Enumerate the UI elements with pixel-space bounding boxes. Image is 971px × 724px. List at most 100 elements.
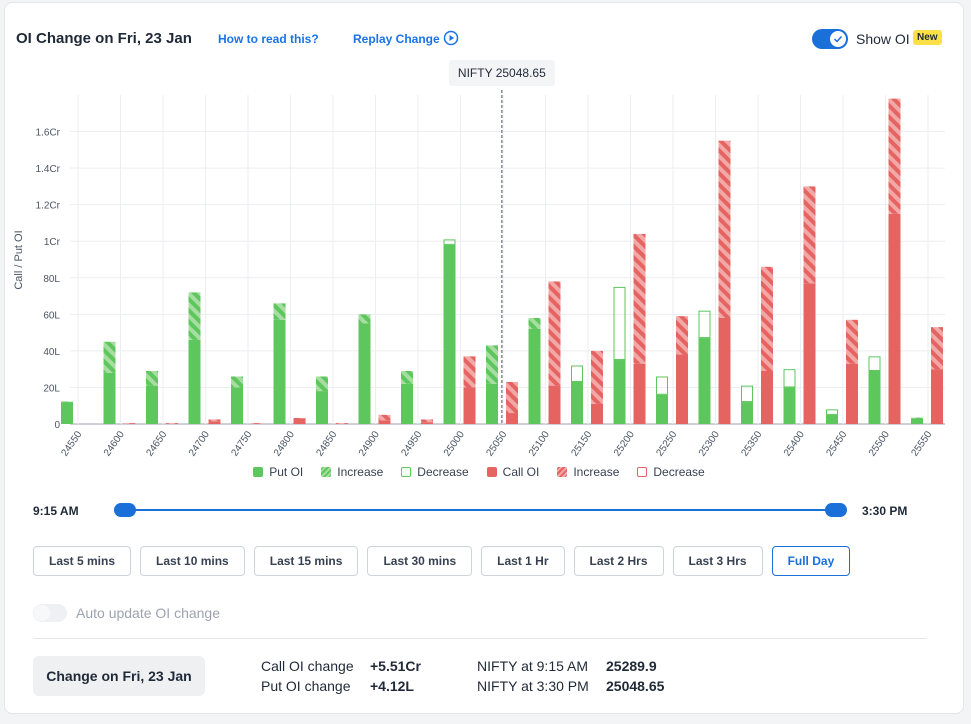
- x-tick-label: 25550: [909, 429, 934, 458]
- put-bar-25150-base: [571, 381, 583, 424]
- slider-end-handle[interactable]: [825, 503, 847, 517]
- put-bar-25100-base: [528, 328, 541, 424]
- put-bar-25300-base: [698, 338, 711, 424]
- put-bar-24950-increase: [401, 370, 413, 384]
- show-oi-toggle[interactable]: [812, 29, 848, 49]
- call-bar-24750-increase: [251, 423, 263, 424]
- put-bar-24750-base: [231, 387, 243, 424]
- x-tick-label: 24800: [272, 429, 297, 458]
- call-bar-25150: [591, 350, 603, 424]
- legend-label: Call OI: [502, 465, 540, 479]
- x-tick-label: 25000: [442, 429, 467, 458]
- put-bar-24650-base: [146, 385, 158, 424]
- slider-start-handle[interactable]: [114, 503, 136, 517]
- call-bar-24850-increase: [336, 423, 348, 424]
- chart-legend: Put OI Increase Decrease Call OI Increas…: [0, 465, 958, 479]
- auto-update-toggle[interactable]: [33, 604, 67, 622]
- y-tick-label: 80L: [43, 274, 60, 285]
- range-button-last-15-mins[interactable]: Last 15 mins: [253, 546, 359, 576]
- call-bar-24900-increase: [378, 414, 391, 421]
- put-bar-24900: [358, 314, 371, 424]
- put-bar-25450-decrease: [826, 409, 838, 415]
- put-bar-24800-increase: [273, 303, 286, 320]
- play-circle-icon[interactable]: [443, 30, 459, 46]
- call-bar-25400-base: [803, 283, 816, 424]
- new-badge: New: [913, 30, 942, 45]
- put-bar-25000-base: [443, 244, 456, 424]
- range-button-full-day[interactable]: Full Day: [771, 546, 851, 576]
- put-oi-change-value: +4.12L: [370, 678, 414, 694]
- x-tick-label: 25400: [782, 429, 807, 458]
- change-date-button[interactable]: Change on Fri, 23 Jan: [33, 656, 205, 696]
- y-tick-label: 1Cr: [44, 237, 61, 248]
- put-bar-24850-increase: [316, 376, 328, 392]
- call-bar-24700-increase: [208, 419, 221, 422]
- x-tick-label: 24850: [314, 429, 339, 458]
- legend-put-increase: Increase: [321, 465, 383, 479]
- x-tick-label: 24900: [357, 429, 382, 458]
- call-bar-25450: [846, 319, 858, 424]
- y-tick-label: 0: [54, 420, 60, 431]
- x-tick-label: 24650: [144, 429, 169, 458]
- legend-swatch: [486, 467, 497, 477]
- x-tick-label: 24950: [399, 429, 424, 458]
- call-bar-25200-increase: [633, 233, 646, 364]
- nifty-start-value: 25289.9: [606, 658, 657, 674]
- put-bar-24750: [231, 376, 243, 424]
- toggle-knob: [34, 605, 50, 621]
- put-bar-24650: [146, 370, 158, 424]
- call-bar-25350: [761, 266, 773, 424]
- put-bar-25250-decrease: [656, 376, 668, 395]
- put-bar-25500: [868, 356, 881, 424]
- range-button-last-3-hrs[interactable]: Last 3 Hrs: [672, 546, 763, 576]
- put-bar-25050: [486, 345, 498, 424]
- nifty-end-value: 25048.65: [606, 678, 665, 694]
- legend-call-increase: Increase: [557, 465, 619, 479]
- call-bar-25300-base: [718, 317, 731, 424]
- put-bar-24750-increase: [231, 376, 243, 388]
- x-tick-label: 24600: [102, 429, 127, 458]
- legend-label: Decrease: [653, 465, 705, 479]
- call-bar-25100-increase: [548, 281, 561, 386]
- call-bar-25500: [888, 98, 901, 424]
- call-bar-24950-increase: [421, 419, 433, 423]
- call-bar-25000-increase: [463, 356, 476, 388]
- put-bar-25150: [571, 365, 583, 424]
- put-bar-25000-decrease: [443, 239, 456, 245]
- legend-label: Increase: [337, 465, 384, 479]
- legend-call-oi: Call OI: [486, 465, 540, 479]
- range-button-last-2-hrs[interactable]: Last 2 Hrs: [573, 546, 664, 576]
- call-bar-25400: [803, 186, 816, 424]
- call-bar-24650: [166, 423, 178, 424]
- range-button-last-30-mins[interactable]: Last 30 mins: [367, 546, 473, 576]
- toggle-knob: [830, 31, 846, 47]
- put-bar-24850-base: [316, 391, 328, 424]
- range-button-last-1-hr[interactable]: Last 1 Hr: [481, 546, 565, 576]
- call-bar-24900: [378, 414, 391, 424]
- call-bar-25500-increase: [888, 98, 901, 214]
- time-slider-track[interactable]: [124, 509, 836, 511]
- call-bar-25200: [633, 233, 646, 424]
- call-bar-25250-base: [676, 354, 688, 424]
- call-bar-25550: [931, 327, 943, 424]
- spot-label: NIFTY 25048.65: [458, 66, 546, 80]
- replay-change-link[interactable]: Replay Change: [353, 32, 440, 46]
- range-button-last-5-mins[interactable]: Last 5 mins: [33, 546, 132, 576]
- call-bar-24900-base: [378, 420, 391, 424]
- x-tick-label: 24750: [229, 429, 254, 458]
- legend-label: Decrease: [417, 465, 469, 479]
- put-bar-25100-increase: [528, 317, 541, 329]
- call-bar-24600: [123, 423, 136, 424]
- x-tick-label: 25350: [739, 429, 764, 458]
- put-bar-25400: [783, 369, 796, 424]
- how-to-read-link[interactable]: How to read this?: [218, 32, 319, 46]
- put-bar-25350-base: [741, 402, 753, 424]
- put-bar-24550: [61, 401, 73, 424]
- x-tick-label: 25150: [569, 429, 594, 458]
- range-button-last-10-mins[interactable]: Last 10 mins: [140, 546, 245, 576]
- call-bar-25450-base: [846, 363, 858, 424]
- call-bar-25500-base: [888, 213, 901, 424]
- x-tick-label: 25450: [824, 429, 849, 458]
- x-tick-label: 24700: [187, 429, 212, 458]
- put-bar-25150-decrease: [571, 365, 583, 382]
